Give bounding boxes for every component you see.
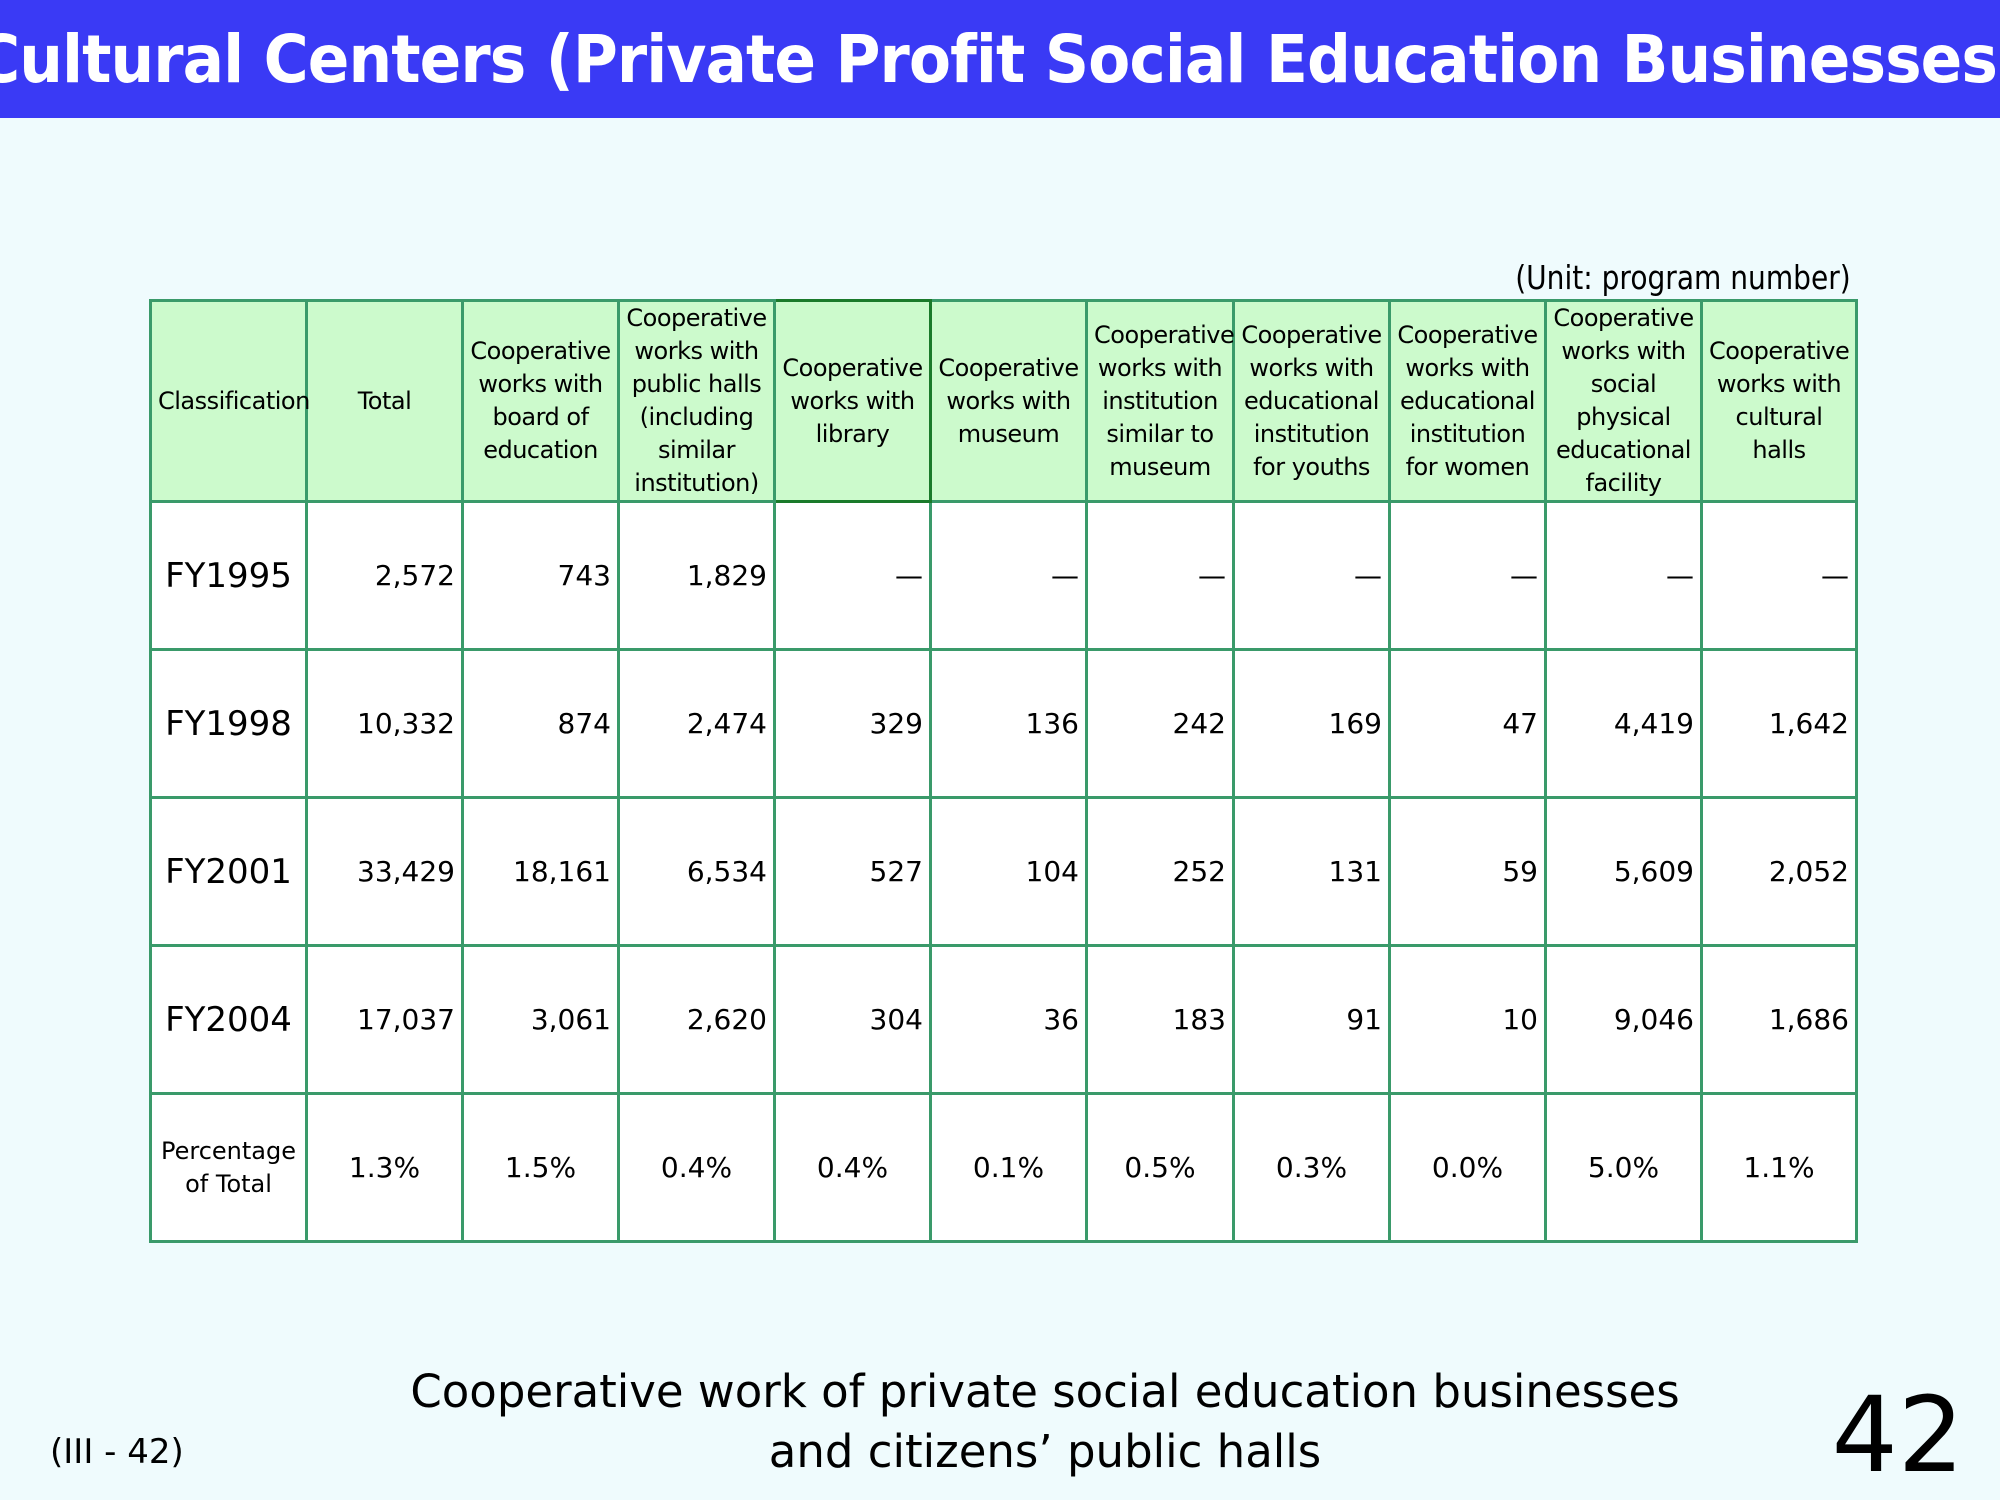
table-row: FY2004 17,037 3,061 2,620 304 36 183 91 …	[149, 944, 1858, 1095]
table-cell: 0.4%	[773, 1092, 932, 1243]
table-cell: 183	[1085, 944, 1235, 1095]
table-cell: 1.1%	[1700, 1092, 1858, 1243]
section-reference: (III - 42)	[50, 1432, 184, 1472]
table-cell: 104	[929, 796, 1088, 947]
header-cultural-halls: Cooperative works with cultural halls	[1700, 299, 1858, 503]
header-library: Cooperative works with library	[773, 299, 932, 503]
table-cell: 242	[1085, 648, 1235, 799]
table-cell: 6,534	[617, 796, 776, 947]
table-cell: —	[1388, 500, 1547, 651]
table-cell: 329	[773, 648, 932, 799]
table-cell: 527	[773, 796, 932, 947]
table-cell: 1.5%	[461, 1092, 620, 1243]
header-physical-education: Cooperative works with social physical e…	[1544, 299, 1703, 503]
row-label: FY2001	[149, 796, 308, 947]
table-cell: 2,474	[617, 648, 776, 799]
unit-note: (Unit: program number)	[1515, 258, 1851, 297]
table-cell: 1,642	[1700, 648, 1858, 799]
table-cell: 2,052	[1700, 796, 1858, 947]
header-similar-to-museum: Cooperative works with institution simil…	[1085, 299, 1235, 503]
table-cell: 10	[1388, 944, 1547, 1095]
caption-line-2: and citizens’ public halls	[768, 1425, 1322, 1478]
table-cell: 1.3%	[305, 1092, 464, 1243]
page-number: 42	[1831, 1374, 1964, 1496]
caption: Cooperative work of private social educa…	[360, 1362, 1730, 1482]
table-cell: 2,572	[305, 500, 464, 651]
table-cell: 9,046	[1544, 944, 1703, 1095]
row-label: FY2004	[149, 944, 308, 1095]
header-total: Total	[305, 299, 464, 503]
row-label: FY1995	[149, 500, 308, 651]
table-cell: 36	[929, 944, 1088, 1095]
table-cell: 0.3%	[1232, 1092, 1391, 1243]
table-cell: 33,429	[305, 796, 464, 947]
table-cell: 136	[929, 648, 1088, 799]
page-title: Cultural Centers (Private Profit Social …	[0, 20, 2000, 98]
title-bar: Cultural Centers (Private Profit Social …	[0, 0, 2000, 118]
header-women-institution: Cooperative works with educational insti…	[1388, 299, 1547, 503]
table-cell: —	[1232, 500, 1391, 651]
table-row: FY1998 10,332 874 2,474 329 136 242 169 …	[149, 648, 1858, 799]
table-cell: 4,419	[1544, 648, 1703, 799]
percentage-row: Percentage of Total 1.3% 1.5% 0.4% 0.4% …	[149, 1092, 1858, 1243]
table-cell: —	[773, 500, 932, 651]
table-cell: 17,037	[305, 944, 464, 1095]
header-classification: Classification	[149, 299, 310, 503]
caption-line-1: Cooperative work of private social educa…	[410, 1365, 1680, 1418]
table-cell: 18,161	[461, 796, 620, 947]
table-cell: 0.0%	[1388, 1092, 1547, 1243]
header-youth-institution: Cooperative works with educational insti…	[1232, 299, 1391, 503]
data-table: Classification Total Cooperative works w…	[149, 299, 1858, 1243]
table-cell: 2,620	[617, 944, 776, 1095]
table-cell: —	[1700, 500, 1858, 651]
table-cell: 131	[1232, 796, 1391, 947]
table-cell: 59	[1388, 796, 1547, 947]
table-cell: 3,061	[461, 944, 620, 1095]
table-row: FY2001 33,429 18,161 6,534 527 104 252 1…	[149, 796, 1858, 947]
table-cell: 0.4%	[617, 1092, 776, 1243]
table-cell: 5,609	[1544, 796, 1703, 947]
table-cell: —	[1544, 500, 1703, 651]
row-label: Percentage of Total	[149, 1092, 308, 1243]
header-museum: Cooperative works with museum	[929, 299, 1088, 503]
table-cell: 10,332	[305, 648, 464, 799]
table-cell: 252	[1085, 796, 1235, 947]
table-cell: 91	[1232, 944, 1391, 1095]
header-board-of-education: Cooperative works with board of educatio…	[461, 299, 620, 503]
table-cell: 1,829	[617, 500, 776, 651]
table-cell: 874	[461, 648, 620, 799]
table-cell: 0.1%	[929, 1092, 1088, 1243]
table-cell: 743	[461, 500, 620, 651]
table-row: FY1995 2,572 743 1,829 — — — — — — —	[149, 500, 1858, 651]
table-cell: 0.5%	[1085, 1092, 1235, 1243]
table-cell: 5.0%	[1544, 1092, 1703, 1243]
row-label: FY1998	[149, 648, 308, 799]
table-cell: 1,686	[1700, 944, 1858, 1095]
table-cell: 169	[1232, 648, 1391, 799]
table-cell: 47	[1388, 648, 1547, 799]
header-public-halls: Cooperative works with public halls (inc…	[617, 299, 776, 503]
table-cell: 304	[773, 944, 932, 1095]
table-cell: —	[1085, 500, 1235, 651]
header-row: Classification Total Cooperative works w…	[149, 299, 1858, 503]
table-cell: —	[929, 500, 1088, 651]
